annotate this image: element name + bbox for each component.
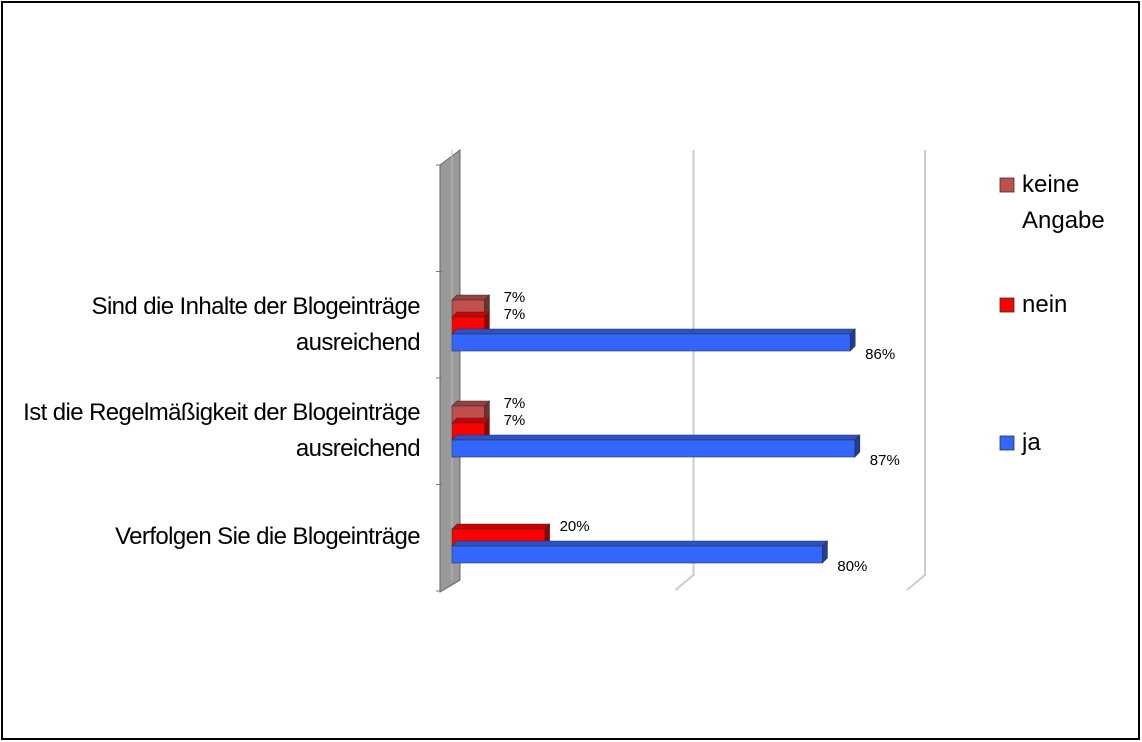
legend-label: nein	[1022, 291, 1068, 318]
data-label: 7%	[504, 289, 526, 306]
bar	[451, 439, 856, 458]
grid-line	[674, 150, 695, 591]
bar-top	[451, 400, 491, 407]
bar-top	[451, 540, 829, 547]
floor-edge	[439, 579, 461, 593]
bar-top	[451, 523, 551, 530]
data-label: 7%	[504, 412, 526, 429]
data-label: 20%	[560, 518, 590, 535]
bar-top	[451, 294, 491, 301]
category-label: Verfolgen Sie die Blogeinträge	[115, 523, 421, 550]
category-label: Ist die Regelmäßigkeit der Blogeinträge …	[23, 399, 420, 462]
grid-line	[906, 150, 926, 591]
legend-label: ja	[1022, 429, 1041, 456]
data-label: 7%	[504, 306, 526, 323]
data-label: 87%	[870, 452, 900, 469]
bar	[451, 545, 823, 564]
data-label: 86%	[865, 346, 895, 363]
legend-swatch	[999, 177, 1015, 193]
bar-top	[451, 328, 856, 335]
data-label: 7%	[504, 395, 526, 412]
category-label: Sind die Inhalte der Blogeinträge ausrei…	[91, 293, 421, 356]
bar	[451, 333, 851, 352]
bar-top	[451, 311, 491, 318]
legend-swatch	[999, 435, 1015, 451]
bar-top	[451, 417, 491, 424]
legend-swatch	[999, 297, 1015, 313]
bar-top	[451, 434, 861, 441]
data-label: 80%	[837, 558, 867, 575]
legend-label: keine Angabe	[1022, 171, 1105, 234]
